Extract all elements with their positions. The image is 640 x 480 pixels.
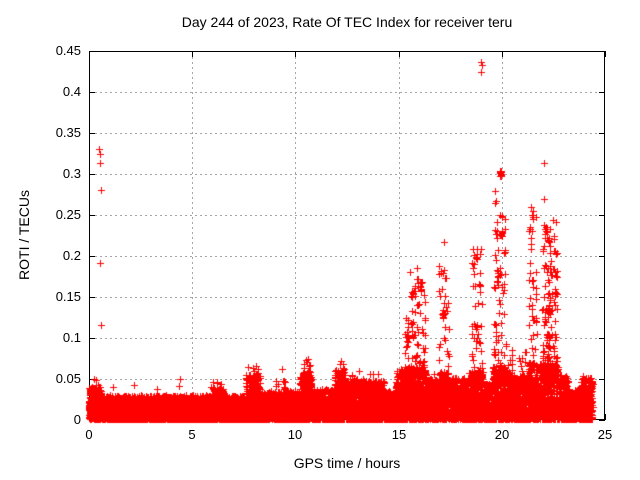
roti-chart: Day 244 of 2023, Rate Of TEC Index for r… [0, 0, 640, 480]
scatter-points-canvas [0, 0, 640, 480]
